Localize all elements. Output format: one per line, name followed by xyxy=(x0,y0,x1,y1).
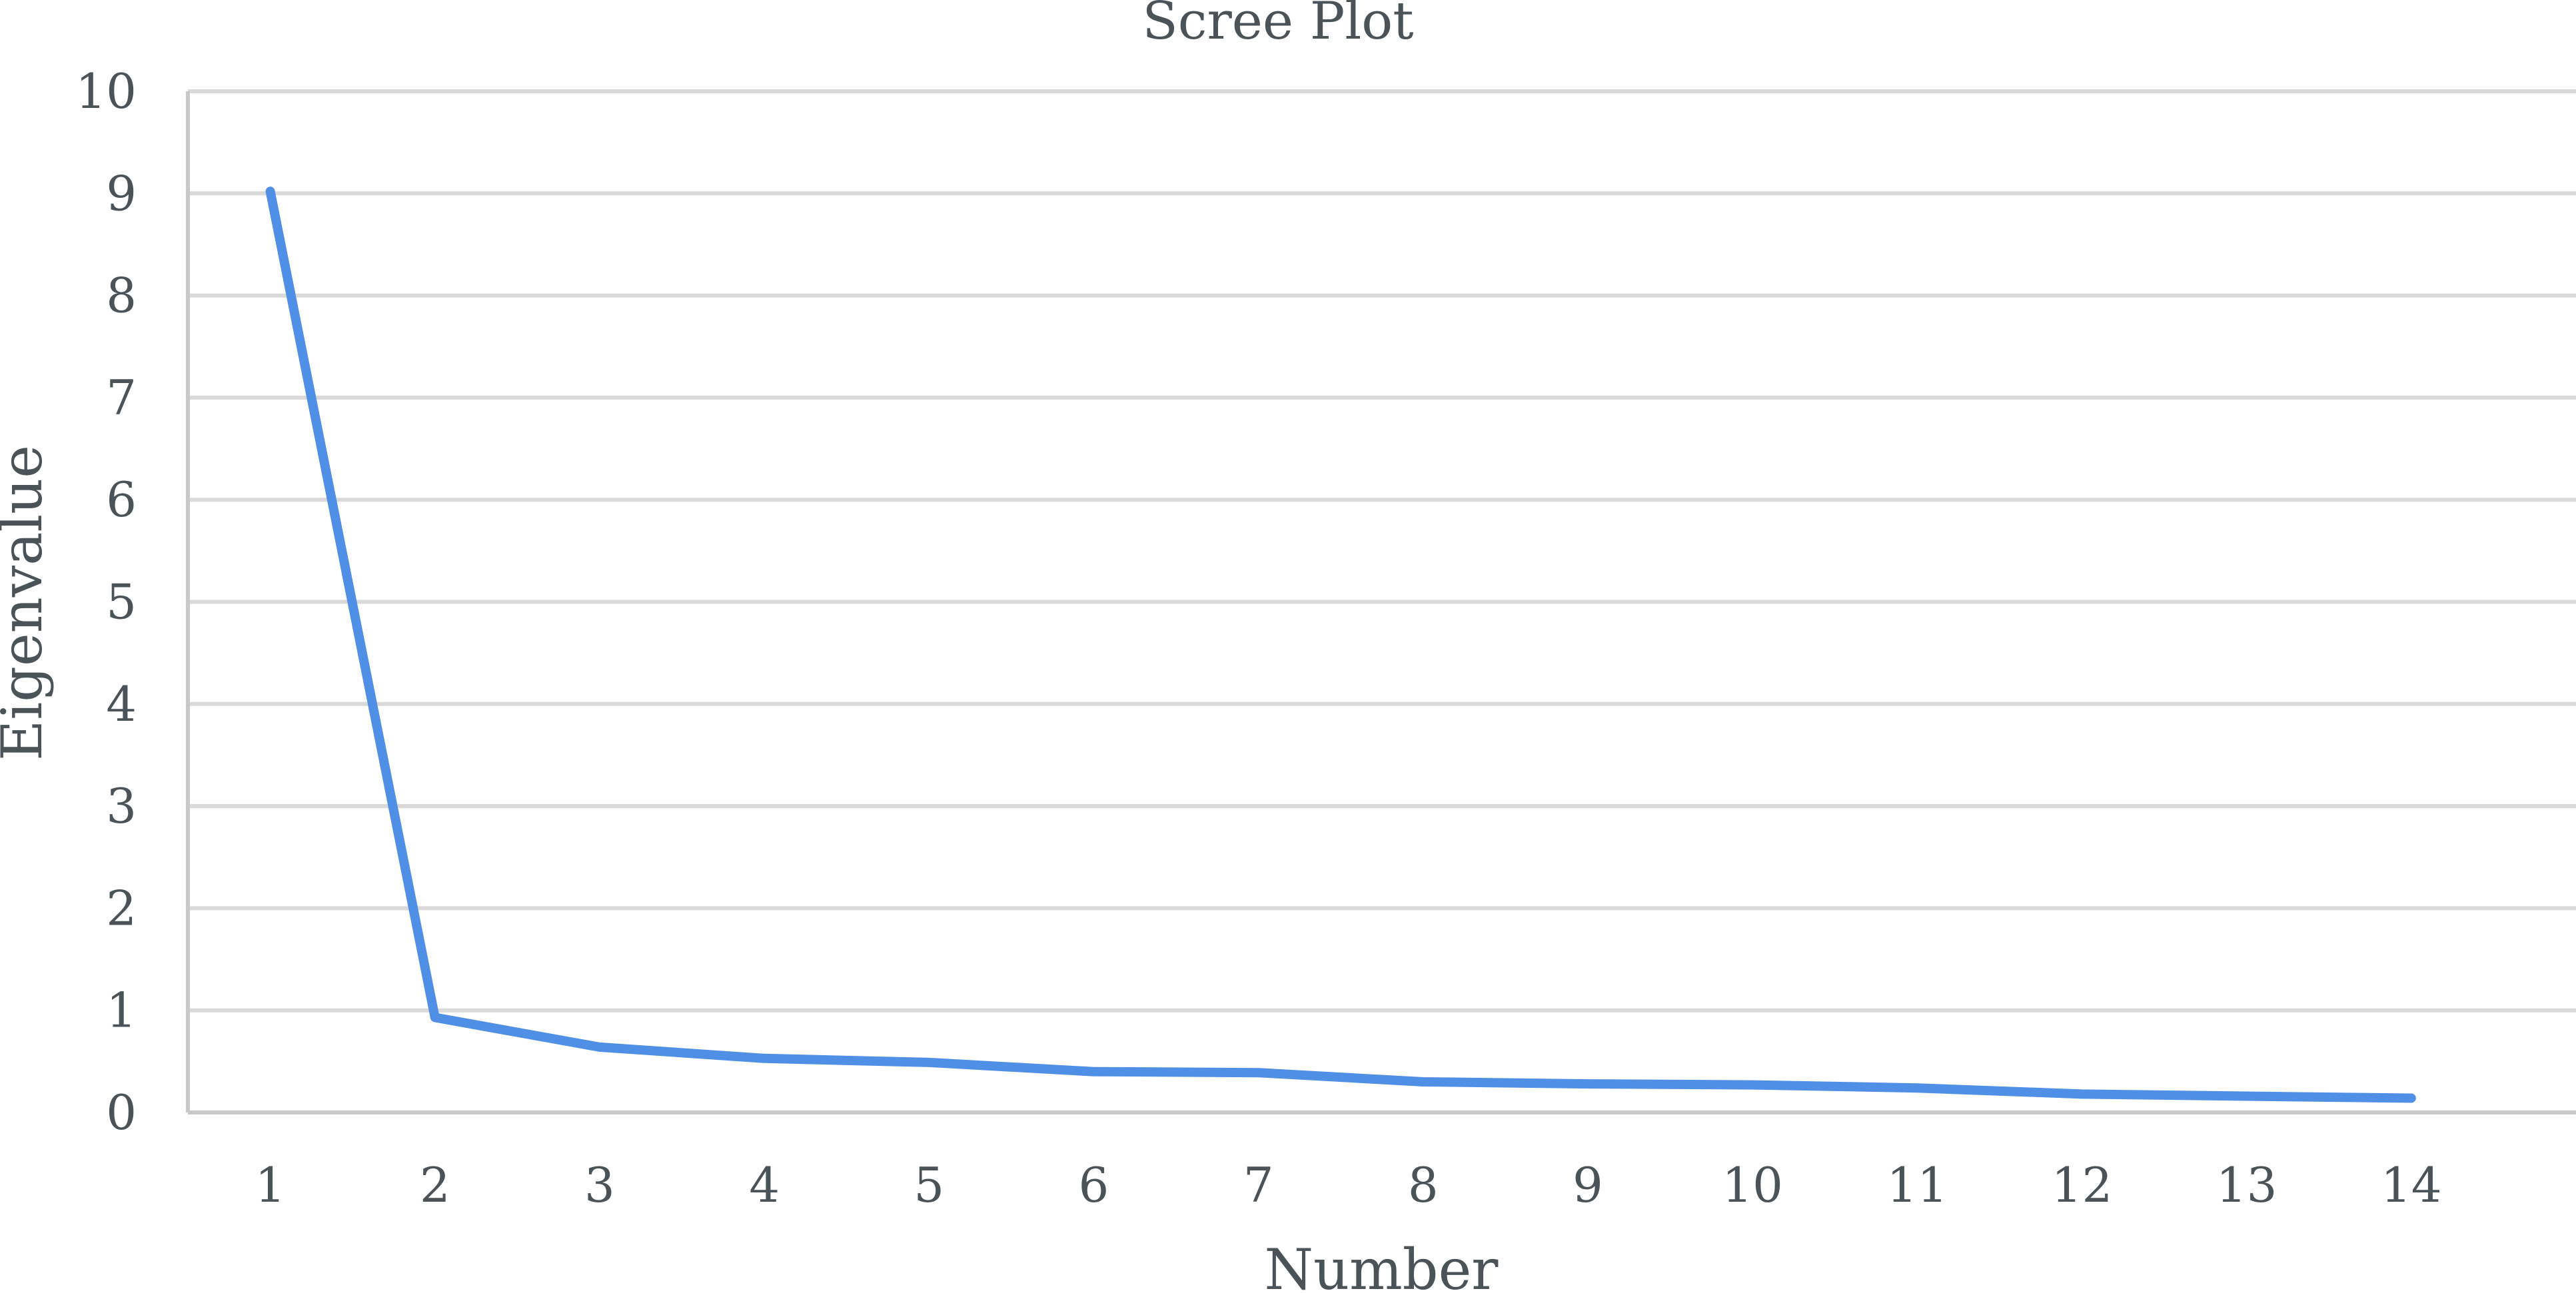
y-tick-label: 5 xyxy=(106,574,137,630)
y-tick-label: 0 xyxy=(106,1084,137,1140)
y-tick-label: 10 xyxy=(75,63,137,119)
y-tick-label: 3 xyxy=(106,778,137,834)
series-line-0 xyxy=(265,187,2416,1103)
y-tick-label: 9 xyxy=(106,165,137,221)
x-tick-label: 4 xyxy=(749,1157,780,1213)
y-tick-label: 1 xyxy=(106,983,137,1039)
x-tick-label: 5 xyxy=(914,1157,944,1213)
x-tick-label: 10 xyxy=(1722,1157,1783,1213)
gridlines xyxy=(186,89,2576,1114)
x-tick-label: 14 xyxy=(2381,1157,2442,1213)
x-tick-label: 9 xyxy=(1573,1157,1603,1213)
x-axis-title: Number xyxy=(1265,1237,1499,1290)
y-axis-title: Eigenvalue xyxy=(0,445,55,761)
series-layer xyxy=(265,187,2416,1103)
y-tick-label: 7 xyxy=(106,370,137,426)
y-tick-label: 8 xyxy=(106,268,137,324)
x-axis-ticks: 1 2 3 4 5 6 7 8 9 10 11 12 13 14 xyxy=(255,1157,2442,1213)
x-tick-label: 12 xyxy=(2052,1157,2113,1213)
x-tick-label: 3 xyxy=(584,1157,615,1213)
x-tick-label: 6 xyxy=(1079,1157,1109,1213)
x-tick-label: 2 xyxy=(420,1157,450,1213)
y-axis-ticks: 0 1 2 3 4 5 6 7 8 9 10 xyxy=(75,63,137,1140)
chart-title: Scree Plot xyxy=(1142,0,1413,51)
y-tick-label: 6 xyxy=(106,472,137,528)
y-tick-label: 2 xyxy=(106,880,137,936)
y-tick-label: 4 xyxy=(106,676,137,732)
x-tick-label: 11 xyxy=(1886,1157,1948,1213)
x-tick-label: 1 xyxy=(255,1157,286,1213)
x-tick-label: 13 xyxy=(2216,1157,2277,1213)
x-tick-label: 7 xyxy=(1243,1157,1274,1213)
x-tick-label: 8 xyxy=(1408,1157,1439,1213)
